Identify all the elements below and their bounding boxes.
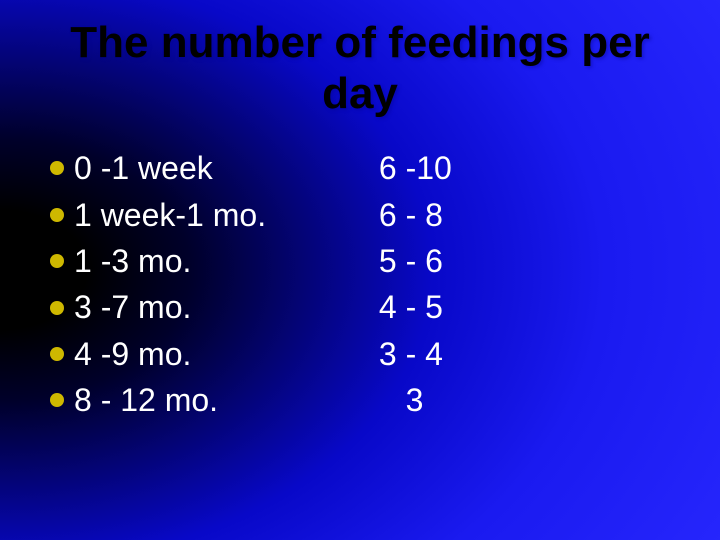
list-item: 3 -7 mo.: [50, 284, 370, 330]
list-item: 4 -9 mo.: [50, 331, 370, 377]
item-label: 0 -1 week: [74, 145, 213, 191]
item-value: 5 - 6: [370, 238, 540, 284]
bullet-icon: [50, 208, 64, 222]
slide-title: The number of feedings per day: [48, 18, 672, 119]
bullet-icon: [50, 393, 64, 407]
list-item: 8 - 12 mo.: [50, 377, 370, 423]
labels-column: 0 -1 week 1 week-1 mo. 1 -3 mo. 3 -7 mo.…: [50, 145, 370, 423]
list-item: 1 week-1 mo.: [50, 192, 370, 238]
item-value: 3 - 4: [370, 331, 540, 377]
item-label: 1 week-1 mo.: [74, 192, 266, 238]
item-label: 3 -7 mo.: [74, 284, 191, 330]
bullet-icon: [50, 301, 64, 315]
item-value: 6 -10: [370, 145, 540, 191]
item-value: 6 - 8: [370, 192, 540, 238]
bullet-icon: [50, 161, 64, 175]
item-label: 8 - 12 mo.: [74, 377, 218, 423]
item-label: 1 -3 mo.: [74, 238, 191, 284]
values-column: 6 -10 6 - 8 5 - 6 4 - 5 3 - 4 3: [370, 145, 540, 423]
slide: The number of feedings per day 0 -1 week…: [0, 0, 720, 424]
bullet-icon: [50, 347, 64, 361]
list-item: 1 -3 mo.: [50, 238, 370, 284]
list-item: 0 -1 week: [50, 145, 370, 191]
item-value: 3: [370, 377, 540, 423]
item-label: 4 -9 mo.: [74, 331, 191, 377]
content-columns: 0 -1 week 1 week-1 mo. 1 -3 mo. 3 -7 mo.…: [48, 145, 672, 423]
bullet-icon: [50, 254, 64, 268]
item-value: 4 - 5: [370, 284, 540, 330]
